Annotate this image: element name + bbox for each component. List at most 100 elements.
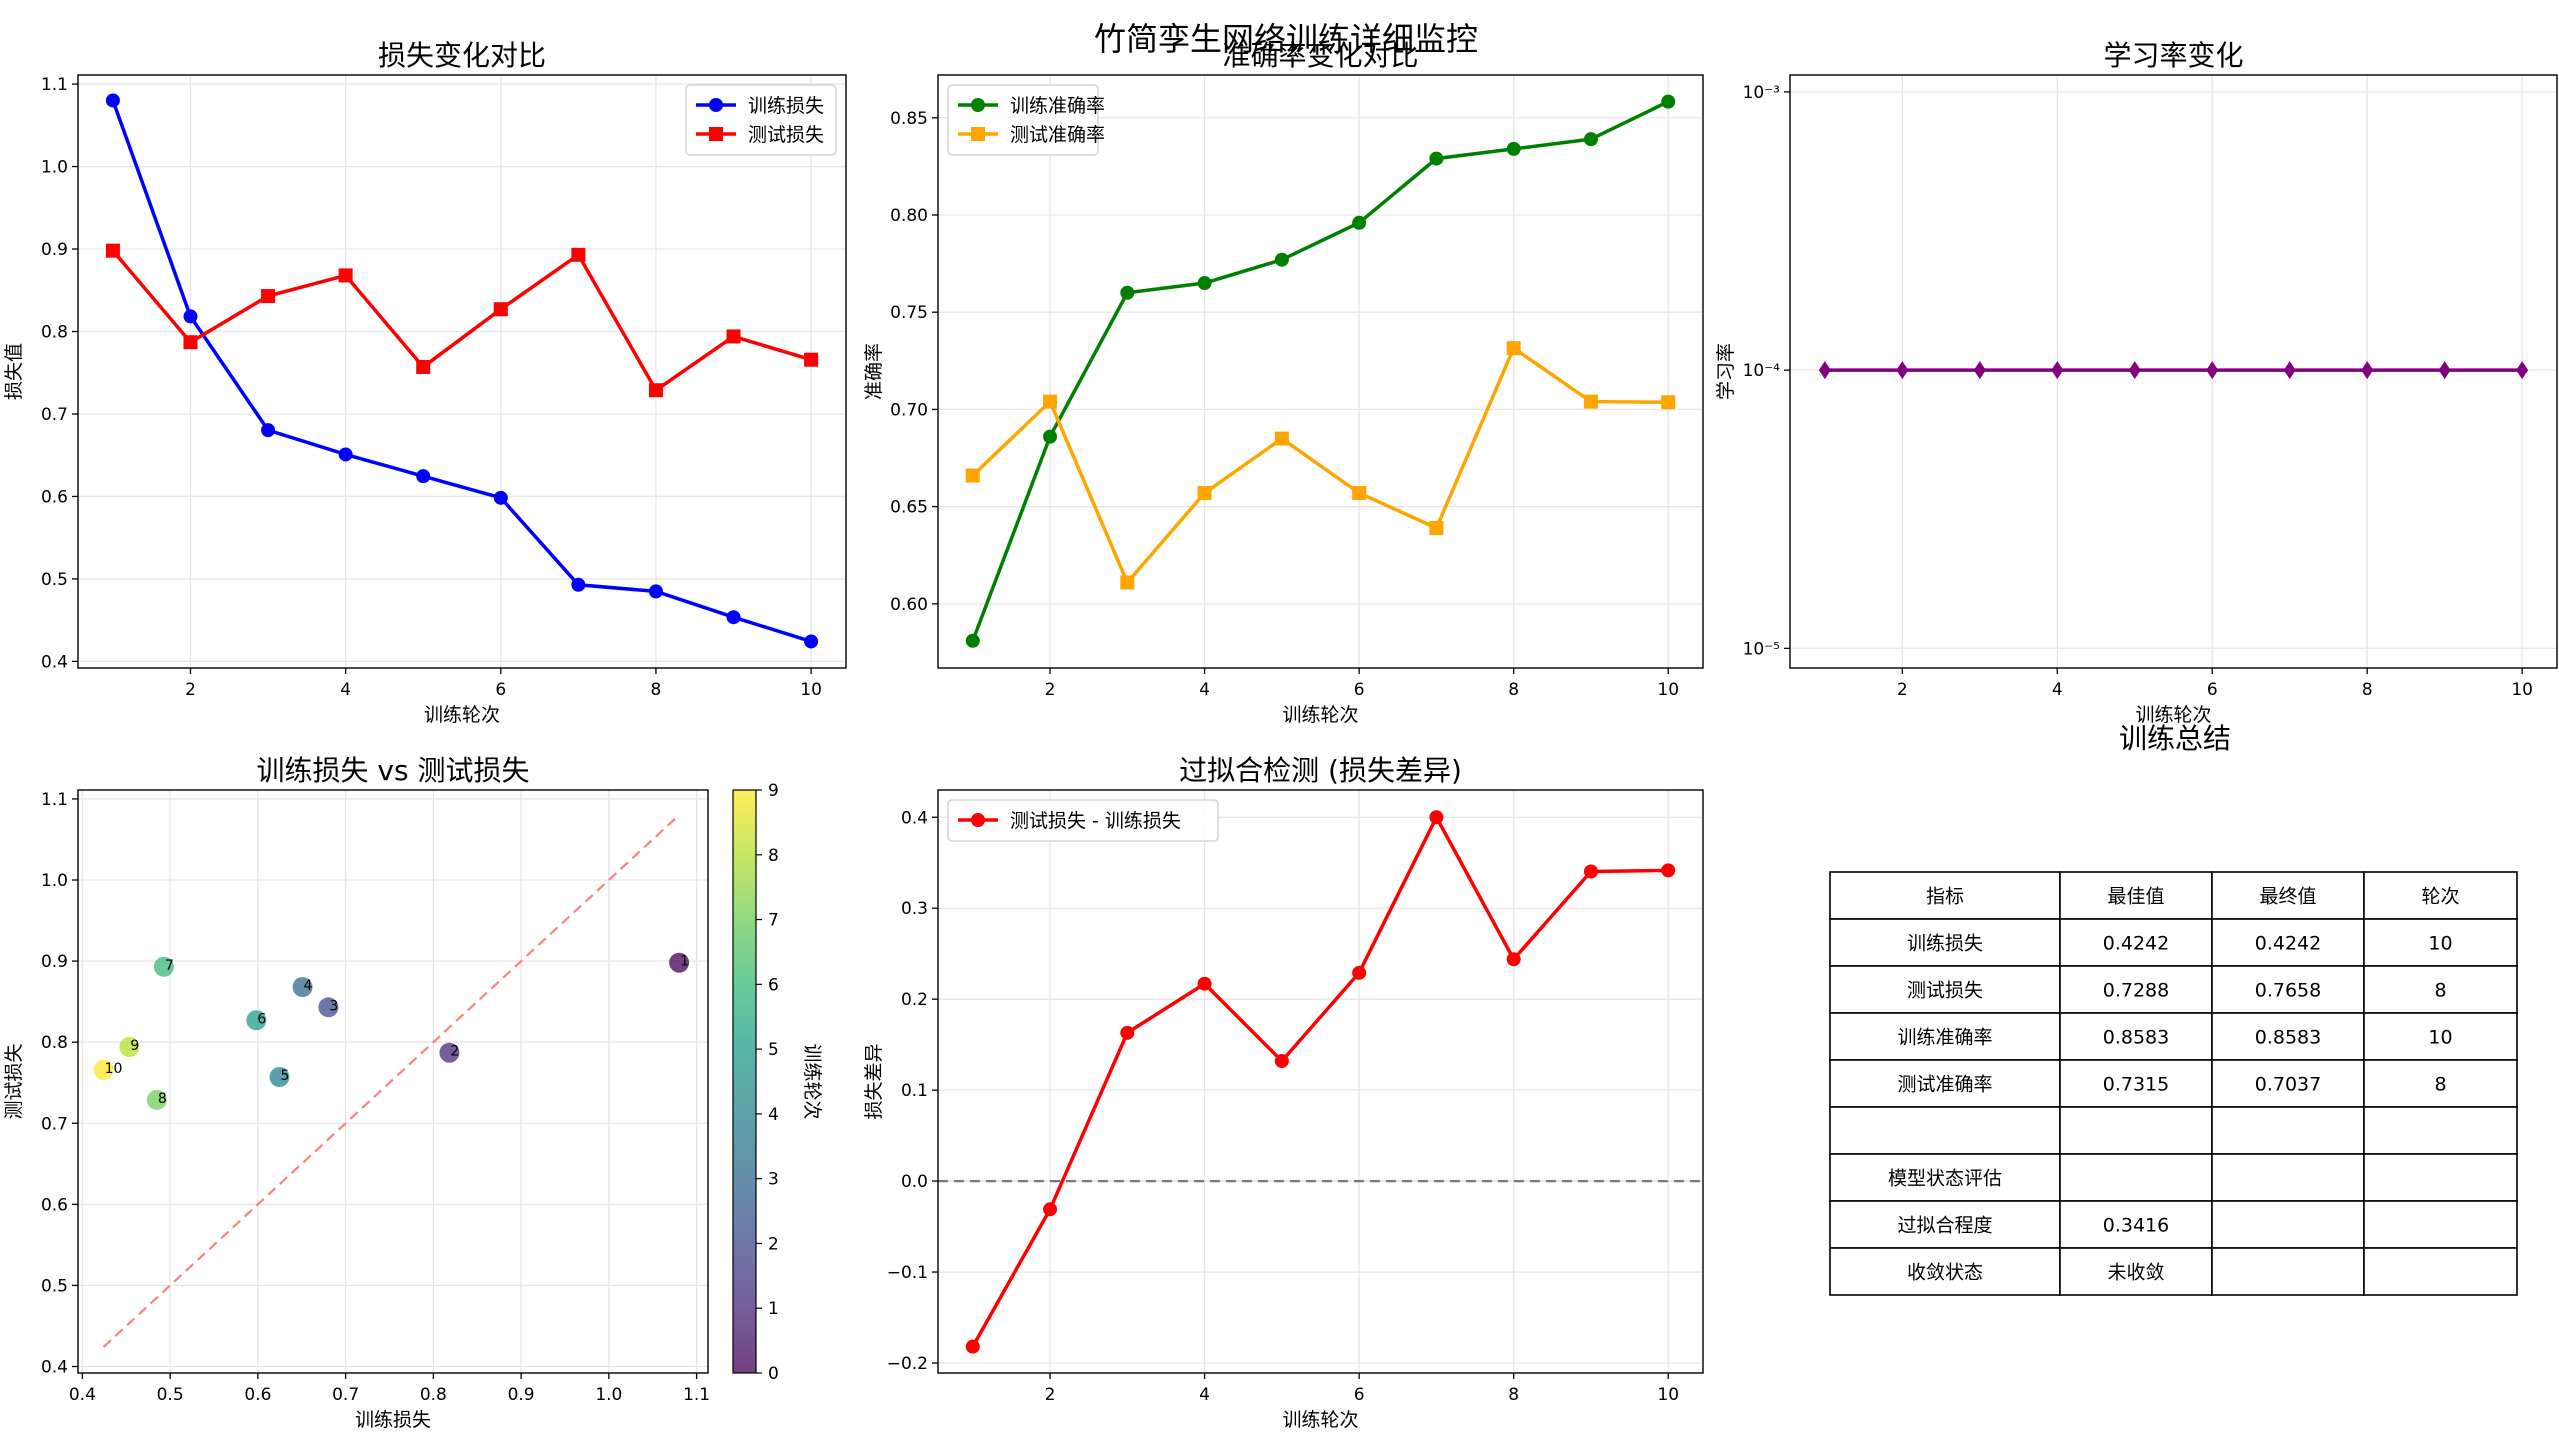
table-cell: [2059, 1106, 2213, 1155]
x-tick-label: 8: [651, 680, 662, 700]
data-point: [1274, 252, 1289, 267]
table-cell: [1829, 965, 2061, 1014]
summary-title: 训练总结: [2119, 722, 2231, 755]
table-cell-text: 0.8583: [2103, 1027, 2169, 1049]
data-point: [183, 335, 198, 350]
y-tick-label: −0.2: [887, 1354, 928, 1374]
data-point: [1661, 395, 1676, 410]
y-tick-label: 0.85: [890, 109, 928, 129]
data-point: [1274, 431, 1289, 446]
axes-frame: [937, 74, 1704, 669]
data-point: [1661, 863, 1676, 878]
data-point: [965, 468, 980, 483]
loss-axes: 2 4 6 8 10 0.4 0.5 0.6 0.7 0.8 0.9 1.0 1.1 损失变化对比训练轮次…: [3, 39, 847, 726]
legend-label: 训练准确率: [1010, 95, 1105, 117]
colorbar-label: 训练轮次: [801, 1043, 823, 1119]
y-tick-label: 10⁻³: [1743, 83, 1780, 103]
series-line-2: [971, 345, 1669, 586]
legend-marker: [709, 98, 723, 112]
table-cell: [2363, 1106, 2518, 1155]
data-point: [1043, 429, 1058, 444]
table-cell-text: 0.7288: [2103, 980, 2169, 1002]
data-point: [416, 359, 431, 374]
point-annotation: 3: [329, 998, 338, 1014]
scatter-point: [669, 952, 690, 973]
y-tick-label: 0.4: [901, 808, 928, 828]
y-axis-label: 准确率: [863, 343, 885, 400]
data-point: [648, 383, 663, 398]
scatter-point: [119, 1037, 140, 1058]
x-tick-label: 0.6: [244, 1385, 271, 1405]
x-tick-label: 2: [1045, 680, 1056, 700]
x-tick-label: 1.0: [595, 1385, 622, 1405]
scatter-point: [292, 977, 313, 998]
y-tick-label: 0.4: [41, 1358, 68, 1378]
y-tick-label: 0.4: [41, 652, 68, 672]
y-tick-label: 10⁻⁴: [1743, 361, 1781, 381]
y-tick-label: 0.80: [890, 206, 928, 226]
data-point: [1352, 965, 1367, 980]
y-tick-label: 1.1: [41, 790, 68, 810]
data-point: [1583, 394, 1598, 409]
table-cell-text: 0.7658: [2255, 980, 2321, 1002]
colorbar-tick-label: 4: [768, 1105, 779, 1125]
point-annotation: 2: [450, 1044, 459, 1060]
table-cell-text: 训练准确率: [1897, 1027, 1992, 1049]
y-tick-label: 1.1: [41, 75, 68, 95]
x-axis-label: 训练轮次: [1282, 1409, 1358, 1431]
table-cell-text: 测试损失: [1907, 980, 1983, 1002]
table-cell: [1829, 1106, 2061, 1155]
data-point: [1197, 276, 1212, 291]
diagonal-reference-line: [102, 814, 680, 1348]
y-tick-label: 0.60: [890, 595, 928, 615]
data-point: [1661, 94, 1676, 109]
x-tick-label: 4: [1199, 680, 1210, 700]
x-tick-label: 2: [1897, 680, 1908, 700]
y-tick-label: 1.0: [41, 871, 68, 891]
y-tick-label: 0.5: [41, 1276, 68, 1296]
x-tick-label: 6: [2207, 680, 2218, 700]
table-cell-text: 0.4242: [2103, 933, 2169, 955]
data-point: [493, 490, 508, 505]
data-point: [105, 93, 120, 108]
data-point: [1120, 285, 1135, 300]
colorbar-tick-label: 7: [768, 911, 779, 931]
table-cell: [2211, 1247, 2365, 1296]
x-axis-label: 训练损失: [355, 1409, 431, 1431]
axes-frame: [1789, 74, 2558, 669]
table-cell-text: 收敛状态: [1907, 1262, 1983, 1284]
diff-axes: 2 4 6 8 10 −0.2 −0.1 0.0 0.1 0.2 0.3 0.4 过拟合检测 (损失差异…: [863, 754, 1704, 1431]
data-point: [965, 1339, 980, 1354]
data-point: [1197, 976, 1212, 991]
point-annotation: 5: [280, 1068, 289, 1084]
acc-axes: 2 4 6 8 10 0.60 0.65 0.70 0.75 0.80 0.85 准确率变化对比训练轮…: [863, 39, 1704, 726]
table-cell: [2211, 1106, 2365, 1155]
colorbar-tick-label: 3: [768, 1170, 779, 1190]
table-cell: [2211, 1012, 2365, 1061]
legend-label: 训练损失: [748, 95, 824, 117]
x-tick-label: 8: [1508, 1385, 1519, 1405]
series-line-1: [971, 100, 1669, 642]
table-cell: [1829, 1153, 2061, 1202]
x-tick-label: 0.5: [157, 1385, 184, 1405]
x-tick-label: 0.7: [332, 1385, 359, 1405]
x-tick-label: 6: [1354, 1385, 1365, 1405]
x-tick-label: 0.9: [508, 1385, 535, 1405]
table-header: 最佳值: [2107, 886, 2164, 908]
y-tick-label: 0.5: [41, 570, 68, 590]
data-point: [338, 447, 353, 462]
table-cell-text: 过拟合程度: [1897, 1215, 1992, 1237]
x-tick-label: 8: [2362, 680, 2373, 700]
table-cell-text: 测试准确率: [1897, 1074, 1992, 1096]
data-point: [261, 423, 276, 438]
legend-marker: [709, 127, 723, 141]
data-point: [726, 329, 741, 344]
x-tick-label: 10: [800, 680, 822, 700]
data-point: [1896, 361, 1909, 380]
data-point: [1506, 341, 1521, 356]
data-point: [1506, 952, 1521, 967]
